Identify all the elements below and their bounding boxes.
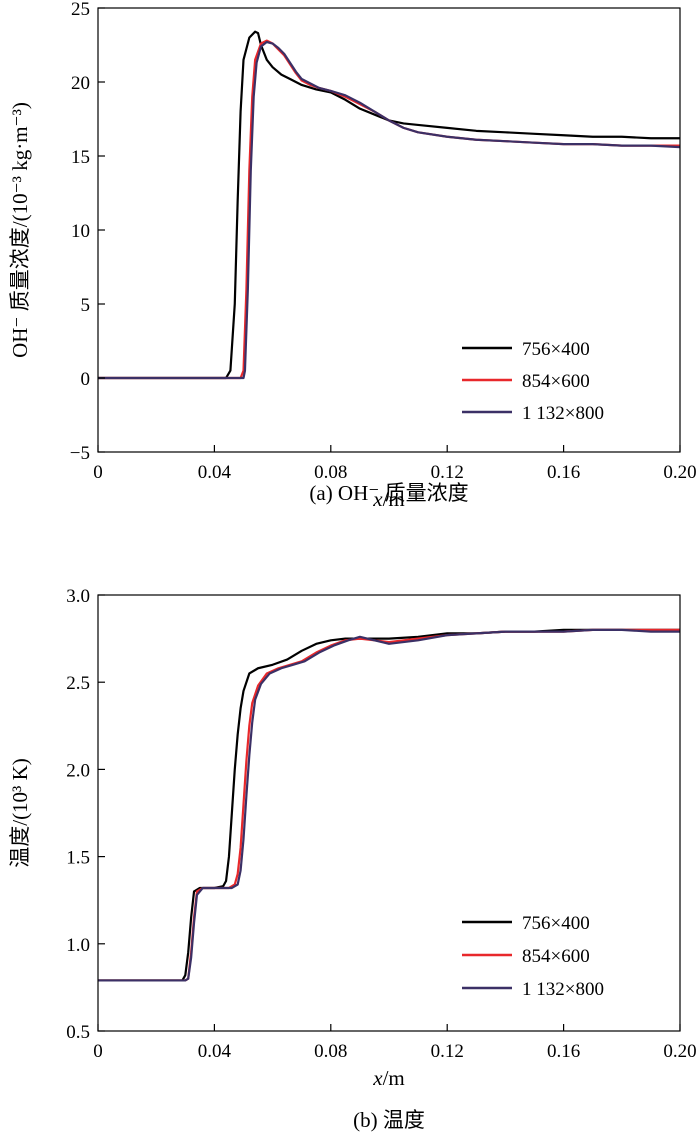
panel-b-x-tick-label: 0.20 [663,1041,696,1062]
panel-b-y-tick-label: 0.5 [66,1022,90,1043]
panel-b-y-tick-label: 1.5 [66,848,90,869]
panel-b-x-tick-label: 0 [93,1041,103,1062]
panel-b-y-tick-label: 2.5 [66,673,90,694]
panel-a-x-tick-label: 0.04 [198,462,232,483]
panel-a-x-tick-label: 0 [93,462,103,483]
panel-a-series-line-2 [98,39,680,380]
panel-a-series-line-1 [98,30,680,380]
panel-b-series-line-1 [98,628,680,982]
panel-a-y-tick-label: 15 [71,147,90,168]
panel-a-x-axis-label: x/m [372,487,405,511]
panel-b-x-axis-var: x [372,1066,383,1090]
panel-a-x-axis-unit: /m [383,487,405,511]
panel-b-caption: (b) 温度 [353,1108,425,1132]
panel-a-x-tick-label: 0.20 [663,462,696,483]
panel-a-caption: (a) OH⁻ 质量浓度 [309,481,468,505]
panel-b-legend-label-2: 854×600 [522,946,590,967]
panel-a-y-tick-label: 5 [81,295,91,316]
panel-a-y-tick-label: 10 [71,221,90,242]
panel-a-x-tick-label: 0.12 [431,462,464,483]
panel-a-plot-frame [97,7,681,453]
panel-a-x-tick-label: 0.16 [547,462,580,483]
panel-b-x-axis-label: x/m [372,1066,405,1090]
panel-a-x-ticks: 0 0.04 0.08 0.12 0.16 0.20 [93,445,697,483]
panel-b-x-ticks: 0 0.04 0.08 0.12 0.16 0.20 [93,1024,697,1062]
panel-a-legend-label-1: 756×400 [522,339,590,360]
panel-b-y-tick-label: 2.0 [66,760,90,781]
panel-b-temperature: 0 0.04 0.08 0.12 0.16 0.20 0.5 1.0 1.5 2.0 2.5 3.0… [8,586,697,1132]
panel-b-x-tick-label: 0.04 [198,1041,232,1062]
panel-b-legend-label-3: 1 132×800 [522,979,604,1000]
panel-b-series-line-2 [98,628,680,982]
panel-b-y-axis-label: 温度/(10³ K) [8,758,32,868]
panel-a-legend-label-2: 854×600 [522,371,590,392]
panel-a-y-tick-label: 20 [71,73,90,94]
panel-b-x-tick-label: 0.16 [547,1041,580,1062]
panel-a-y-tick-label: −5 [70,443,90,464]
panel-a-x-tick-label: 0.08 [314,462,347,483]
panel-a-y-tick-label: 25 [71,0,90,20]
panel-b-plot-frame [97,594,681,1032]
panel-a-y-axis-label: OH⁻ 质量浓度/(10⁻³ kg·m⁻³) [8,102,32,358]
panel-a-legend-label-3: 1 132×800 [522,403,604,424]
panel-b-x-tick-label: 0.12 [431,1041,464,1062]
panel-b-y-tick-label: 3.0 [66,586,90,607]
panel-b-legend: 756×400 854×600 1 132×800 [462,913,604,1000]
panel-b-series [98,628,680,982]
panel-a-series [98,30,680,380]
panel-a-legend: 756×400 854×600 1 132×800 [462,339,604,424]
panel-a-y-tick-label: 0 [81,369,91,390]
panel-a-series-line-3 [98,40,680,380]
panel-b-x-axis-unit: /m [383,1066,405,1090]
panel-b-legend-label-1: 756×400 [522,913,590,934]
panel-b-y-tick-label: 1.0 [66,935,90,956]
panel-b-x-tick-label: 0.08 [314,1041,347,1062]
panel-a-y-ticks: −5 0 5 10 15 20 25 [70,0,105,464]
panel-b-series-line-3 [98,628,680,982]
panel-a-x-axis-var: x [372,487,383,511]
panel-b-y-ticks: 0.5 1.0 1.5 2.0 2.5 3.0 [66,586,105,1043]
